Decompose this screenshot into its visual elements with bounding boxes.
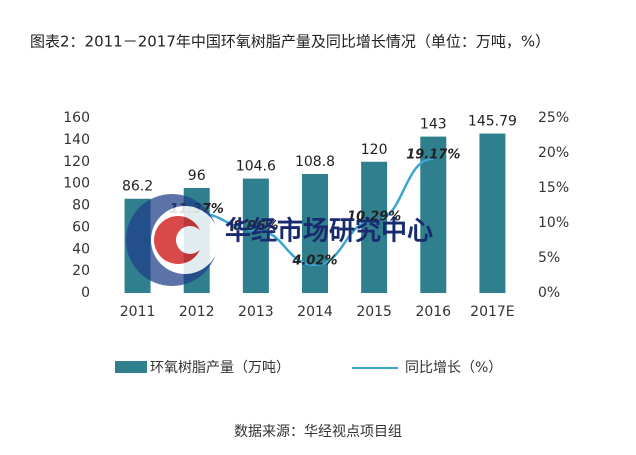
watermark: 华经市场研究中心 <box>225 216 433 247</box>
x-tick-label: 2017E <box>470 304 514 320</box>
x-tick-label: 2013 <box>238 304 274 320</box>
line-value-label: 8.96% <box>233 219 278 234</box>
line-value-label: 10.29% <box>347 209 401 224</box>
legend-label: 环氧树脂产量（万吨） <box>150 360 290 376</box>
y-tick-label: 0 <box>81 285 90 301</box>
line-value-label: 4.02% <box>291 253 337 268</box>
line-value-label: 19.17% <box>406 147 460 162</box>
y-tick-label: 80 <box>72 198 90 214</box>
bar <box>479 133 506 293</box>
bar <box>361 161 388 293</box>
bar-value-label: 120 <box>361 142 388 158</box>
y2-tick-label: 15% <box>538 180 569 196</box>
bar-value-label: 104.6 <box>236 159 276 175</box>
line <box>196 157 434 267</box>
bar-value-label: 96 <box>188 168 206 184</box>
chart-title: 图表2：2011－2017年中国环氧树脂产量及同比增长情况（单位：万吨，%） <box>30 33 550 51</box>
x-tick-label: 2011 <box>120 304 156 320</box>
bar-value-label: 86.2 <box>122 179 153 195</box>
x-tick-label: 2015 <box>356 304 392 320</box>
source: 数据来源：华经视点项目组 <box>234 424 402 440</box>
legend-label: 同比增长（%） <box>405 360 502 376</box>
bar-value-label: 143 <box>420 117 447 133</box>
y-tick-label: 140 <box>63 132 90 148</box>
x-tick-label: 2016 <box>415 304 451 320</box>
y-tick-label: 40 <box>72 241 90 257</box>
y-tick-label: 120 <box>63 154 90 170</box>
y2-tick-label: 5% <box>538 250 560 266</box>
y-tick-label: 100 <box>63 176 90 192</box>
x-tick-label: 2014 <box>297 304 333 320</box>
y2-tick-label: 10% <box>538 215 569 231</box>
y2-tick-label: 25% <box>538 110 569 126</box>
legend-swatch <box>115 361 147 373</box>
bar-value-label: 145.79 <box>468 114 517 130</box>
bar-value-label: 108.8 <box>295 154 335 170</box>
bar <box>420 136 447 293</box>
watermark-logo <box>126 194 219 286</box>
y-tick-label: 160 <box>63 110 90 126</box>
bar <box>242 178 269 293</box>
y-tick-label: 20 <box>72 263 90 279</box>
y-tick-label: 60 <box>72 219 90 235</box>
bar <box>302 174 328 293</box>
y2-tick-label: 20% <box>538 145 569 161</box>
x-tick-label: 2012 <box>179 304 215 320</box>
y2-tick-label: 0% <box>538 285 560 301</box>
